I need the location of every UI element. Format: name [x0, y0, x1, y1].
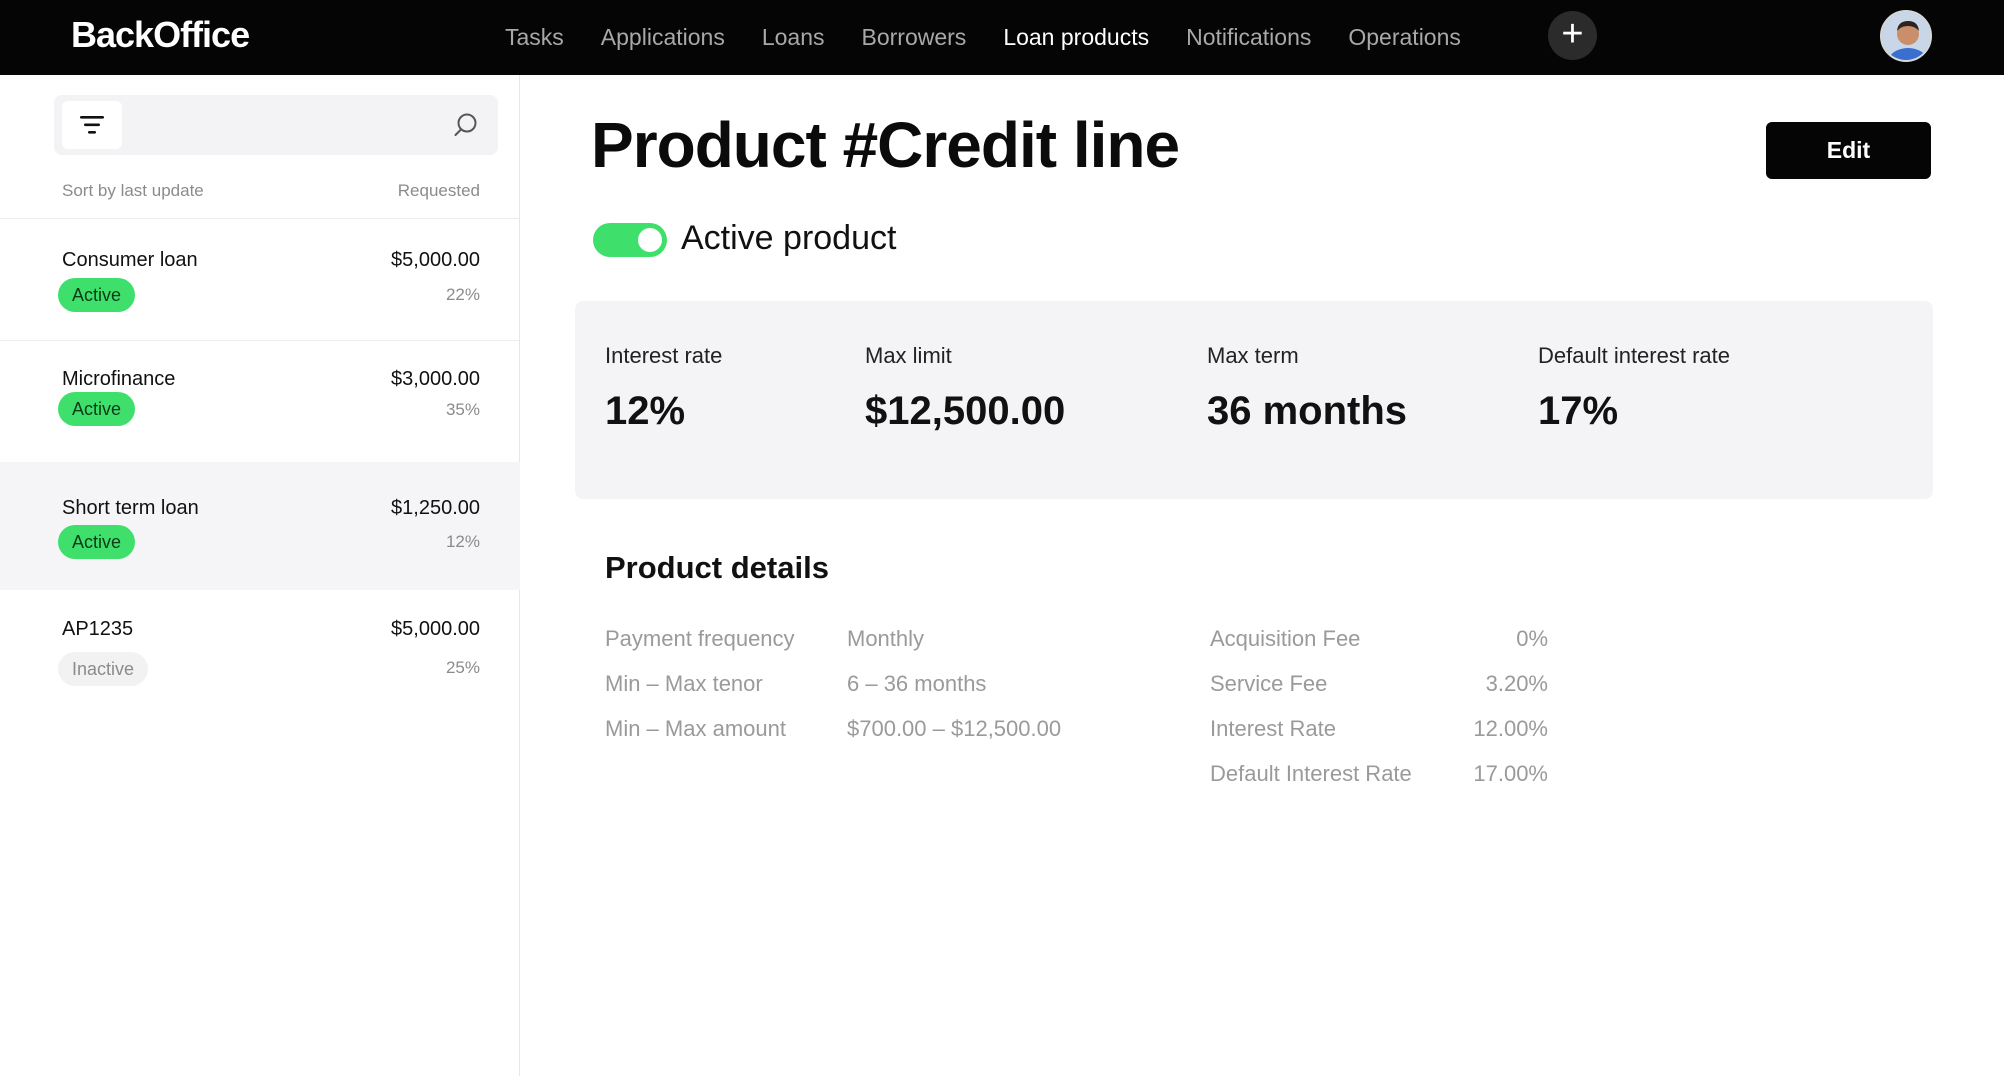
stat-label: Interest rate	[605, 343, 723, 368]
stat-default-interest-rate: Default interest rate 17%	[1538, 343, 1730, 434]
loan-product-amount: $1,250.00	[391, 497, 480, 519]
stat-value: $12,500.00	[865, 389, 1066, 433]
stat-label: Default interest rate	[1538, 343, 1730, 368]
stat-value: 17%	[1538, 389, 1619, 433]
product-stats-card: Interest rate 12% Max limit $12,500.00 M…	[575, 301, 1933, 499]
user-avatar[interactable]	[1880, 10, 1932, 62]
top-navigation-bar: BackOffice Tasks Applications Loans Borr…	[0, 0, 2004, 75]
fee-label-interest-rate: Interest Rate	[1210, 716, 1336, 741]
nav-item-borrowers[interactable]: Borrowers	[861, 24, 967, 50]
loan-product-item-short-term-loan[interactable]: Short term loan $1,250.00 Active 12%	[0, 462, 520, 590]
loan-product-item-microfinance[interactable]: Microfinance $3,000.00 Active 35%	[0, 341, 520, 462]
main-nav: Tasks Applications Loans Borrowers Loan …	[505, 0, 1498, 75]
filter-icon	[80, 116, 104, 134]
detail-label-payment-frequency: Payment frequency	[605, 626, 795, 651]
detail-value-tenor: 6 – 36 months	[847, 671, 987, 696]
requested-column-label: Requested	[397, 181, 480, 200]
nav-item-notifications[interactable]: Notifications	[1186, 24, 1312, 50]
loan-product-name: Microfinance	[62, 368, 176, 390]
search-icon[interactable]	[452, 111, 480, 139]
stat-label: Max term	[1207, 343, 1299, 368]
nav-item-loans[interactable]: Loans	[761, 24, 825, 50]
status-badge: Active	[58, 278, 136, 312]
product-details-title: Product details	[605, 550, 829, 585]
edit-button[interactable]: Edit	[1766, 122, 1931, 179]
loan-product-percent: 12%	[445, 532, 480, 551]
loan-product-name: Consumer loan	[62, 249, 198, 271]
toggle-knob	[638, 228, 662, 252]
page-title: Product #Credit line	[591, 109, 1180, 181]
list-divider	[0, 218, 520, 219]
brand-logo[interactable]: BackOffice	[71, 14, 250, 55]
detail-label-tenor: Min – Max tenor	[605, 671, 763, 696]
loan-product-amount: $5,000.00	[391, 618, 480, 640]
stat-interest-rate: Interest rate 12%	[605, 343, 722, 434]
loan-product-percent: 35%	[445, 400, 480, 419]
fee-value-service: 3.20%	[1485, 671, 1548, 696]
status-badge: Active	[58, 525, 136, 559]
loan-product-item-consumer-loan[interactable]: Consumer loan $5,000.00 Active 22%	[0, 219, 520, 340]
loan-product-amount: $3,000.00	[391, 368, 480, 390]
loan-product-name: Short term loan	[62, 497, 199, 519]
detail-value-amount: $700.00 – $12,500.00	[847, 716, 1062, 741]
stat-max-term: Max term 36 months	[1207, 343, 1407, 434]
list-header: Sort by last update Requested	[62, 181, 480, 201]
status-badge: Active	[58, 392, 136, 426]
detail-value-payment-frequency: Monthly	[847, 626, 925, 651]
fee-value-interest-rate: 12.00%	[1473, 716, 1548, 741]
fee-value-default-interest-rate: 17.00%	[1473, 761, 1548, 786]
nav-item-loan-products[interactable]: Loan products	[1003, 24, 1150, 50]
nav-item-operations[interactable]: Operations	[1348, 24, 1461, 50]
stat-value: 12%	[605, 389, 686, 433]
loan-product-amount: $5,000.00	[391, 249, 480, 271]
stat-max-limit: Max limit $12,500.00	[865, 343, 1065, 434]
stat-value: 36 months	[1207, 389, 1408, 433]
loan-product-item-ap1235[interactable]: AP1235 $5,000.00 Inactive 25%	[0, 590, 520, 711]
active-product-label: Active product	[681, 219, 897, 257]
search-bar[interactable]	[54, 95, 498, 155]
active-product-toggle[interactable]	[593, 223, 667, 257]
nav-item-tasks[interactable]: Tasks	[505, 24, 564, 50]
loan-products-sidebar: Sort by last update Requested Consumer l…	[0, 75, 520, 1076]
loan-product-percent: 25%	[445, 658, 480, 677]
item-divider	[0, 340, 520, 341]
detail-label-amount: Min – Max amount	[605, 716, 786, 741]
add-button[interactable]: +	[1548, 11, 1597, 60]
fee-label-default-interest-rate: Default Interest Rate	[1210, 761, 1412, 786]
loan-product-percent: 22%	[445, 285, 480, 304]
fee-label-service: Service Fee	[1210, 671, 1328, 696]
status-badge: Inactive	[58, 652, 149, 686]
avatar-image	[1882, 12, 1930, 60]
nav-item-applications[interactable]: Applications	[600, 24, 725, 50]
filter-button[interactable]	[62, 101, 122, 149]
sort-by-label[interactable]: Sort by last update	[62, 181, 204, 200]
fee-label-acquisition: Acquisition Fee	[1210, 626, 1361, 651]
plus-icon: +	[1561, 12, 1584, 55]
fee-value-acquisition: 0%	[1516, 626, 1548, 651]
loan-product-name: AP1235	[62, 618, 134, 640]
stat-label: Max limit	[865, 343, 952, 368]
